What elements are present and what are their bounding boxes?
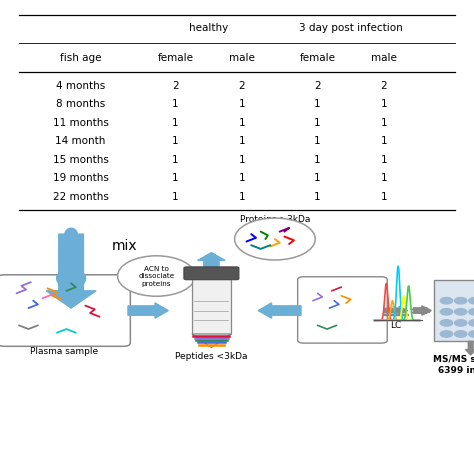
- Text: Plasma sample: Plasma sample: [30, 347, 98, 356]
- FancyArrow shape: [384, 307, 408, 314]
- FancyBboxPatch shape: [434, 280, 474, 342]
- Text: 2: 2: [381, 81, 387, 91]
- Text: 1: 1: [238, 173, 245, 183]
- Text: healthy: healthy: [189, 23, 228, 33]
- Text: Proteins >3kDa: Proteins >3kDa: [240, 215, 310, 224]
- Circle shape: [118, 256, 195, 296]
- Circle shape: [440, 308, 453, 315]
- Circle shape: [455, 319, 467, 326]
- Circle shape: [440, 297, 453, 304]
- Circle shape: [455, 308, 467, 315]
- Text: fish age: fish age: [60, 53, 101, 63]
- Text: 1: 1: [381, 99, 387, 109]
- FancyArrow shape: [46, 234, 96, 308]
- Text: 1: 1: [172, 192, 179, 201]
- Text: 19 months: 19 months: [53, 173, 109, 183]
- FancyArrow shape: [258, 303, 301, 318]
- Text: ACN to
dissociate
proteins: ACN to dissociate proteins: [138, 266, 174, 287]
- Text: 1: 1: [172, 99, 179, 109]
- Text: 1: 1: [172, 154, 179, 165]
- Text: Peptides <3kDa: Peptides <3kDa: [175, 352, 247, 361]
- Text: mix: mix: [111, 239, 137, 254]
- FancyArrow shape: [128, 303, 168, 318]
- FancyBboxPatch shape: [0, 275, 130, 346]
- FancyArrow shape: [384, 313, 408, 315]
- Circle shape: [469, 331, 474, 337]
- Text: 1: 1: [172, 118, 179, 128]
- Text: 1: 1: [238, 99, 245, 109]
- Circle shape: [440, 319, 453, 326]
- FancyArrow shape: [413, 306, 431, 315]
- Text: 1: 1: [238, 192, 245, 201]
- FancyArrow shape: [465, 342, 474, 355]
- Text: 2: 2: [238, 81, 245, 91]
- Text: 3 day post infection: 3 day post infection: [299, 23, 402, 33]
- FancyBboxPatch shape: [298, 277, 387, 343]
- Text: male: male: [229, 53, 255, 63]
- FancyArrow shape: [198, 253, 225, 277]
- Text: 8 months: 8 months: [56, 99, 105, 109]
- Circle shape: [440, 331, 453, 337]
- Text: 1: 1: [314, 154, 321, 165]
- Circle shape: [455, 331, 467, 337]
- Circle shape: [455, 297, 467, 304]
- Text: 1: 1: [172, 173, 179, 183]
- Text: 1: 1: [381, 118, 387, 128]
- Circle shape: [469, 308, 474, 315]
- Text: 1: 1: [314, 173, 321, 183]
- Text: 1: 1: [314, 118, 321, 128]
- Text: 11 months: 11 months: [53, 118, 109, 128]
- Circle shape: [469, 319, 474, 326]
- Polygon shape: [192, 334, 231, 348]
- FancyBboxPatch shape: [184, 267, 239, 280]
- Text: 1: 1: [381, 192, 387, 201]
- Text: 1: 1: [172, 136, 179, 146]
- Text: 1: 1: [238, 118, 245, 128]
- Text: female: female: [300, 53, 336, 63]
- Text: 4 months: 4 months: [56, 81, 105, 91]
- Circle shape: [235, 218, 315, 260]
- Circle shape: [469, 297, 474, 304]
- Text: 14 month: 14 month: [55, 136, 106, 146]
- Text: 1: 1: [238, 154, 245, 165]
- FancyBboxPatch shape: [192, 278, 231, 334]
- Text: 1: 1: [314, 99, 321, 109]
- Text: 2: 2: [172, 81, 179, 91]
- Text: 1: 1: [381, 136, 387, 146]
- Text: LC: LC: [390, 321, 401, 330]
- Text: 1: 1: [314, 136, 321, 146]
- Text: 15 months: 15 months: [53, 154, 109, 165]
- Text: MS/MS spectra
6399 in total: MS/MS spectra 6399 in total: [433, 355, 474, 374]
- Text: 1: 1: [238, 136, 245, 146]
- Text: female: female: [157, 53, 193, 63]
- Text: 1: 1: [314, 192, 321, 201]
- Text: 1: 1: [381, 173, 387, 183]
- Text: 1: 1: [381, 154, 387, 165]
- Text: male: male: [371, 53, 397, 63]
- Text: 3K: 3K: [207, 275, 216, 280]
- Text: 22 months: 22 months: [53, 192, 109, 201]
- Text: 2: 2: [314, 81, 321, 91]
